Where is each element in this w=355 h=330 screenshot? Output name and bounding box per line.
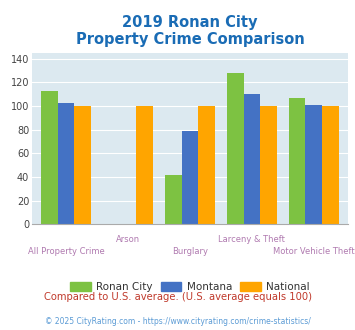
Bar xyxy=(41,91,58,224)
Text: © 2025 CityRating.com - https://www.cityrating.com/crime-statistics/: © 2025 CityRating.com - https://www.city… xyxy=(45,317,310,326)
Bar xyxy=(75,106,91,224)
Bar xyxy=(305,105,322,224)
Bar xyxy=(260,106,277,224)
Bar xyxy=(227,73,244,224)
Text: Compared to U.S. average. (U.S. average equals 100): Compared to U.S. average. (U.S. average … xyxy=(44,292,311,302)
Text: Larceny & Theft: Larceny & Theft xyxy=(218,235,285,244)
Text: Motor Vehicle Theft: Motor Vehicle Theft xyxy=(273,247,355,256)
Bar xyxy=(289,98,305,224)
Bar xyxy=(165,175,181,224)
Title: 2019 Ronan City
Property Crime Comparison: 2019 Ronan City Property Crime Compariso… xyxy=(76,15,304,48)
Bar xyxy=(136,106,153,224)
Legend: Ronan City, Montana, National: Ronan City, Montana, National xyxy=(66,278,314,296)
Bar xyxy=(181,131,198,224)
Text: Arson: Arson xyxy=(116,235,140,244)
Text: Burglary: Burglary xyxy=(172,247,208,256)
Text: All Property Crime: All Property Crime xyxy=(28,247,104,256)
Bar xyxy=(198,106,215,224)
Bar xyxy=(58,103,75,224)
Bar xyxy=(244,94,260,224)
Bar xyxy=(322,106,339,224)
